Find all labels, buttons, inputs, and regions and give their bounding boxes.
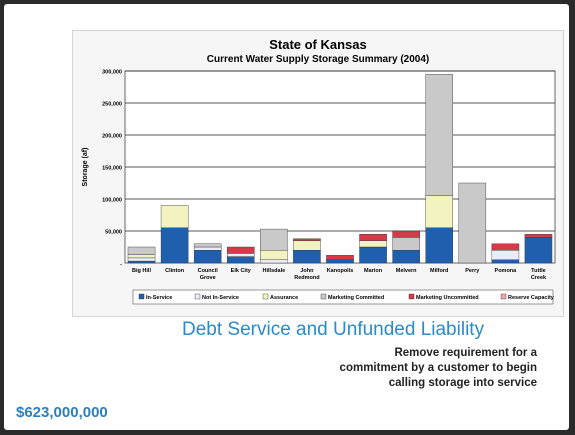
- x-tick-label: Perry: [465, 268, 480, 274]
- bar-segment: [293, 240, 321, 251]
- bar-segment: [260, 228, 288, 251]
- y-tick-label: 150,000: [102, 166, 122, 172]
- bar-segment: [491, 249, 520, 260]
- bar-segment: [293, 238, 321, 241]
- x-tick-label: Redmond: [294, 275, 319, 281]
- section-heading: Debt Service and Unfunded Liability: [182, 319, 485, 340]
- bar-segment: [524, 233, 553, 238]
- x-tick-label: Tuttle: [531, 268, 546, 274]
- bar-segment: [193, 249, 222, 264]
- legend-label: Assurance: [270, 295, 298, 301]
- x-tick-label: Melvern: [396, 268, 417, 274]
- body-text-line: calling storage into service: [388, 377, 537, 389]
- bar-segment: [392, 230, 420, 238]
- legend-label: Reserve Capacity: [508, 295, 555, 301]
- x-tick-label: Creek: [531, 275, 547, 281]
- bar-segment: [326, 259, 354, 264]
- bar-segment: [260, 259, 288, 264]
- bar-segment: [359, 233, 387, 241]
- bar-segment: [227, 256, 255, 264]
- slide: State of Kansas Current Water Supply Sto…: [4, 4, 569, 430]
- bar-segment: [293, 249, 321, 264]
- bar-segment: [392, 237, 420, 251]
- bar-segment: [326, 255, 354, 261]
- legend-swatch: [500, 293, 507, 300]
- bar-segment: [425, 195, 453, 229]
- bar-segment: [425, 227, 453, 264]
- legend-label: Marketing Uncommitted: [416, 295, 479, 301]
- x-tick-label: Elk City: [231, 268, 252, 274]
- stacked-bar-chart: - 50,000 100,000 150,000 200,000 250,000 300,0…: [82, 70, 556, 305]
- legend-label: Marketing Committed: [328, 295, 384, 301]
- bar-segment: [227, 253, 255, 257]
- chart-title: State of Kansas: [269, 37, 367, 52]
- bar-segment: [392, 249, 420, 264]
- y-tick-label: 250,000: [102, 102, 122, 108]
- bar-segment: [359, 246, 387, 264]
- bar-segment: [227, 246, 255, 254]
- y-tick-label: 100,000: [102, 198, 122, 204]
- y-tick-label: 200,000: [102, 134, 122, 140]
- legend-swatch: [138, 293, 145, 300]
- legend-swatch: [408, 293, 415, 300]
- liability-amount: $623,000,000: [16, 404, 108, 421]
- bar-segment: [524, 237, 553, 264]
- body-text-line: Remove requirement for a: [394, 347, 537, 359]
- bar-segment: [127, 254, 156, 259]
- legend-swatch: [320, 293, 327, 300]
- bar-segment: [425, 74, 453, 196]
- x-tick-label: Clinton: [165, 268, 185, 274]
- x-tick-label: John: [300, 268, 314, 274]
- x-tick-label: Pomona: [495, 268, 518, 274]
- chart-subtitle: Current Water Supply Storage Summary (20…: [206, 54, 430, 65]
- legend-swatch: [262, 293, 269, 300]
- legend-box: [132, 289, 554, 305]
- y-tick-label: -: [120, 262, 122, 268]
- legend-label: Not In-Service: [202, 295, 239, 301]
- body-text-line: commitment by a customer to begin: [339, 362, 537, 374]
- bar-segment: [491, 259, 520, 264]
- chart-container: State of Kansas Current Water Supply Sto…: [72, 30, 564, 317]
- body-text: Remove requirement for a commitment by a…: [257, 346, 537, 391]
- bar-segment: [160, 227, 189, 264]
- x-tick-label: Grove: [200, 275, 216, 281]
- bar-segment: [127, 257, 156, 262]
- bar-segment: [193, 243, 222, 248]
- bar-segment: [260, 249, 288, 260]
- bar-segment: [491, 243, 520, 251]
- x-tick-label: Milford: [430, 268, 448, 274]
- legend-swatch: [194, 293, 201, 300]
- x-tick-label: Kanopolis: [327, 268, 354, 274]
- x-tick-label: Hillsdale: [263, 268, 286, 274]
- bar-segment: [160, 205, 189, 228]
- bar-segment: [127, 260, 156, 264]
- y-tick-label: 50,000: [105, 230, 122, 236]
- x-tick-label: Council: [198, 268, 219, 274]
- bar-segment: [359, 240, 387, 248]
- bar-segment: [193, 246, 222, 251]
- y-axis-label: Storage (af): [82, 148, 89, 187]
- bar-segment: [458, 182, 487, 264]
- x-tick-label: Marion: [364, 268, 383, 274]
- legend-label: In-Service: [146, 295, 172, 301]
- y-tick-label: 300,000: [102, 70, 122, 76]
- bar-segment: [127, 246, 156, 255]
- x-tick-label: Big Hill: [132, 268, 151, 274]
